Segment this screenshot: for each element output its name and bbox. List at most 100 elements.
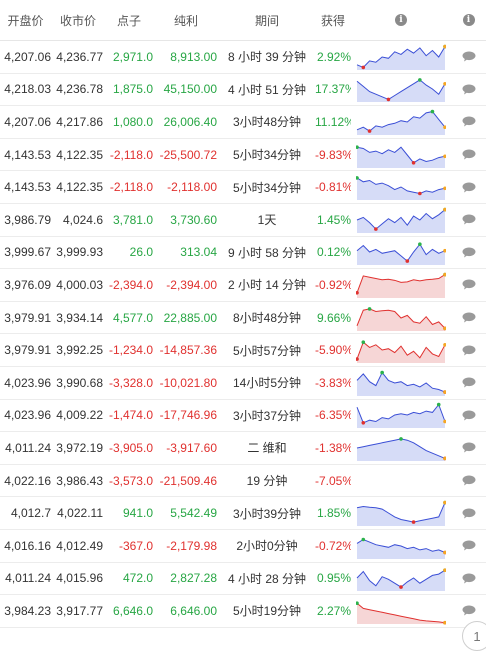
sparkline-last-marker: [443, 550, 446, 555]
points-cell: 472.0: [122, 571, 153, 586]
comment-button[interactable]: [451, 182, 486, 193]
comment-icon: [462, 605, 475, 616]
close-cell: 4,022.11: [57, 506, 103, 521]
points-cell: -2,118.0: [109, 147, 153, 162]
comment-button[interactable]: [451, 84, 486, 95]
close-cell: 4,009.22: [56, 408, 103, 423]
table-row[interactable]: 4,023.96 4,009.22 -1,474.0 -17,746.96 3小时37分…: [0, 400, 486, 433]
sparkline-chart: [356, 537, 446, 559]
comment-button[interactable]: [451, 442, 486, 453]
table-row[interactable]: 4,207.06 4,236.77 2,971.0 8,913.00 8 小时 39 分…: [0, 41, 486, 74]
table-row[interactable]: 3,979.91 3,992.25 -1,234.0 -14,857.36 5小时57分…: [0, 334, 486, 367]
table-row[interactable]: 4,143.53 4,122.35 -2,118.0 -2,118.00 5小时34分钟…: [0, 171, 486, 204]
comment-button[interactable]: [451, 247, 486, 258]
sparkline-chart: [356, 109, 446, 135]
comment-button[interactable]: [451, 279, 486, 290]
comment-button[interactable]: [451, 214, 486, 225]
sparkline-last-marker: [443, 500, 446, 505]
sparkline-area: [357, 372, 445, 396]
comment-icon: [462, 540, 475, 551]
period-cell: 2 小时 14 分钟: [227, 278, 307, 293]
sparkline-line: [356, 341, 446, 360]
table-row[interactable]: 4,207.06 4,217.86 1,080.0 26,006.40 3小时48分钟 1…: [0, 106, 486, 139]
sparkline-line: [356, 307, 446, 329]
sparkline-min-marker: [356, 290, 359, 295]
table-row[interactable]: 4,012.7 4,022.11 941.0 5,542.49 3小时39分钟 1.85%: [0, 497, 486, 530]
comment-button[interactable]: [451, 605, 486, 616]
comment-button[interactable]: [451, 312, 486, 323]
table-row[interactable]: 3,984.23 3,917.77 6,646.0 6,646.00 5小时19分钟 2.…: [0, 595, 486, 628]
points-cell: -2,394.0: [108, 277, 153, 292]
comment-button[interactable]: [451, 377, 486, 388]
period-cell: 9 小时 58 分钟: [227, 245, 307, 260]
sparkline-max-marker: [356, 601, 359, 605]
pagination-button[interactable]: 1: [462, 621, 486, 651]
sparkline-last-marker: [443, 249, 446, 253]
open-cell: 3,999.67: [4, 245, 51, 260]
trades-table: 开盘价 收市价 点子 纯利 期间 获得 i i 4,207.06 4,236.77…: [0, 13, 486, 628]
comment-button[interactable]: [451, 51, 486, 62]
header-period[interactable]: 期间: [254, 13, 279, 28]
table-row[interactable]: 3,979.91 3,934.14 4,577.0 22,885.00 8小时48分钟 9…: [0, 302, 486, 335]
gain-cell: -9.83%: [315, 147, 351, 162]
header-gain[interactable]: 获得: [320, 13, 345, 28]
comment-button[interactable]: [451, 475, 486, 486]
header-profit[interactable]: 纯利: [173, 13, 198, 28]
header-open[interactable]: 开盘价: [7, 13, 44, 28]
sparkline-last-marker: [443, 44, 446, 49]
gain-cell: 1.85%: [316, 506, 351, 521]
comment-button[interactable]: [451, 508, 486, 519]
sparkline-min-marker: [367, 129, 372, 133]
chart-info-icon[interactable]: i: [395, 14, 407, 26]
points-cell: -2,118.0: [109, 180, 153, 195]
table-row[interactable]: 4,022.16 3,986.43 -3,573.0 -21,509.46 19 分钟 -…: [0, 465, 486, 498]
table-row[interactable]: 3,986.79 4,024.6 3,781.0 3,730.60 1天 1.45%: [0, 204, 486, 237]
sparkline-chart: [356, 601, 446, 625]
comment-button[interactable]: [451, 573, 486, 584]
sparkline-cell: [351, 173, 451, 201]
table-row[interactable]: 3,999.67 3,999.93 26.0 313.04 9 小时 58 分钟 0.12…: [0, 237, 486, 270]
sparkline-area: [357, 209, 445, 233]
table-row[interactable]: 4,218.03 4,236.78 1,875.0 45,150.00 4 小时 51 …: [0, 74, 486, 107]
sparkline-last-marker: [443, 568, 446, 573]
sparkline-cell: [351, 564, 451, 592]
sparkline-last-marker: [443, 272, 446, 277]
table-row[interactable]: 4,023.96 3,990.68 -3,328.0 -10,021.80 14小时5分…: [0, 367, 486, 400]
table-row[interactable]: 4,143.53 4,122.35 -2,118.0 -25,500.72 5小时34分…: [0, 139, 486, 172]
comment-button[interactable]: [451, 149, 486, 160]
points-cell: -1,234.0: [108, 343, 153, 358]
header-points[interactable]: 点子: [116, 13, 141, 28]
sparkline-chart: [356, 242, 446, 266]
sparkline-area: [357, 80, 445, 103]
header-close[interactable]: 收市价: [59, 13, 96, 28]
table-row[interactable]: 4,011.24 4,015.96 472.0 2,827.28 4 小时 28 分钟 0…: [0, 563, 486, 596]
open-cell: 4,023.96: [4, 408, 51, 423]
comment-button[interactable]: [451, 345, 486, 356]
comment-button[interactable]: [451, 116, 486, 127]
gain-cell: -6.35%: [315, 408, 351, 423]
gain-cell: -1.38%: [315, 440, 351, 455]
sparkline-max-marker: [430, 109, 435, 114]
sparkline-last-marker: [443, 343, 446, 347]
comment-button[interactable]: [451, 540, 486, 551]
close-cell: 4,012.49: [56, 538, 103, 553]
comment-button[interactable]: [451, 410, 486, 421]
sparkline-max-marker: [356, 144, 359, 149]
sparkline-area: [357, 438, 445, 461]
sparkline-chart: [356, 306, 446, 331]
table-row[interactable]: 4,011.24 3,972.19 -3,905.0 -3,917.60 二 维和 -1.…: [0, 432, 486, 465]
comment-info-icon[interactable]: i: [462, 14, 475, 26]
points-cell: -367.0: [118, 538, 153, 553]
gain-cell: -3.83%: [315, 375, 351, 390]
sparkline-area: [357, 111, 445, 135]
sparkline-max-marker: [356, 176, 359, 180]
profit-cell: 6,646.00: [170, 603, 217, 618]
points-cell: 1,080.0: [112, 114, 153, 129]
sparkline-chart: [356, 44, 446, 70]
period-cell: 3小时48分钟: [232, 115, 302, 130]
gain-cell: -7.05%: [315, 473, 351, 488]
table-row[interactable]: 3,976.09 4,000.03 -2,394.0 -2,394.00 2 小时 14…: [0, 269, 486, 302]
sparkline-chart: [356, 403, 446, 429]
table-row[interactable]: 4,016.16 4,012.49 -367.0 -2,179.98 2小时0分钟 -0.…: [0, 530, 486, 563]
profit-cell: -3,917.60: [166, 440, 217, 455]
